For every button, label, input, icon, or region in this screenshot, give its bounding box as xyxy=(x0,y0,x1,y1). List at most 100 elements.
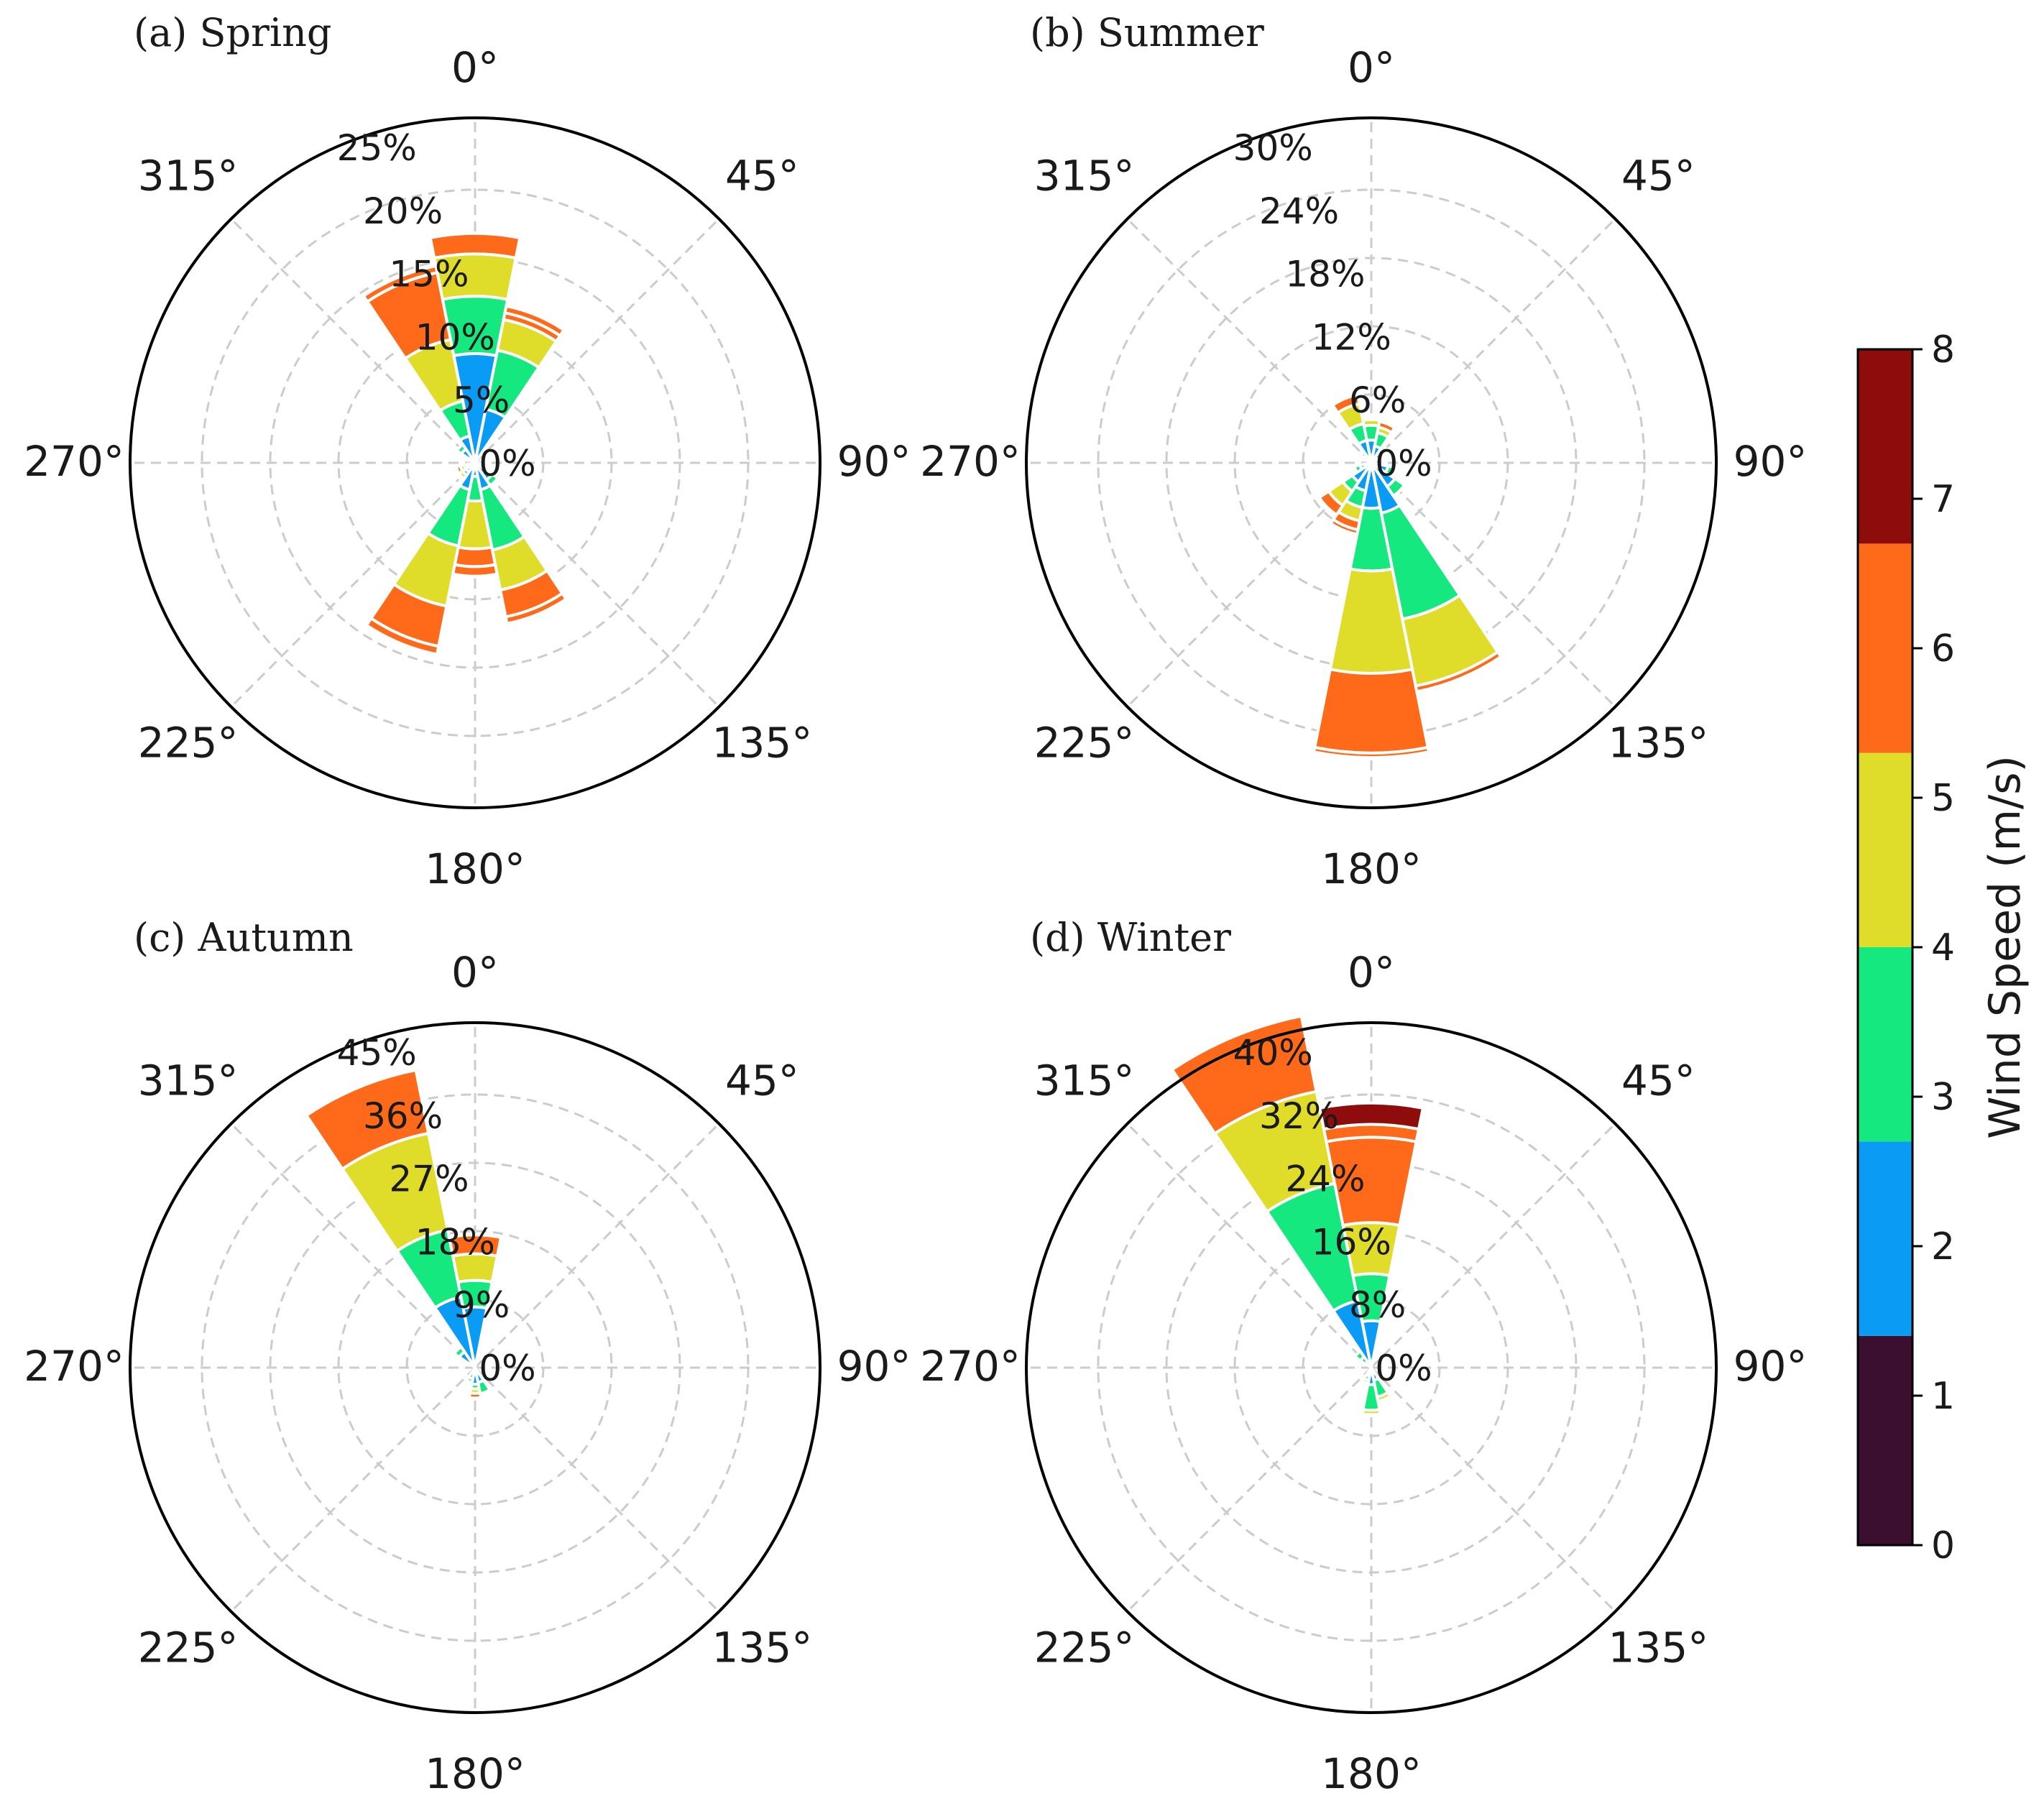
polar-frame xyxy=(129,1021,821,1714)
angle-label: 180° xyxy=(425,844,525,893)
angle-label: 315° xyxy=(1034,1056,1135,1105)
wind-wedge xyxy=(452,1345,467,1360)
wind-wedge xyxy=(1328,517,1360,536)
angle-label: 180° xyxy=(1321,844,1422,893)
wind-wedge xyxy=(1383,464,1396,478)
grid-spoke xyxy=(230,461,477,708)
radial-tick-label: 15% xyxy=(389,254,469,295)
angle-label: 225° xyxy=(1034,1623,1135,1672)
radial-tick-label: 0% xyxy=(479,443,535,484)
colorbar-segment xyxy=(1858,1141,1912,1336)
colorbar-segment xyxy=(1858,947,1912,1142)
angle-label: 225° xyxy=(138,718,239,767)
wind-wedge xyxy=(503,304,566,338)
panel-title: (a) Spring xyxy=(134,10,331,55)
wind-wedge xyxy=(364,616,441,656)
grid-spoke xyxy=(474,218,720,464)
wind-wedge xyxy=(1312,745,1431,760)
radial-tick-label: 36% xyxy=(363,1095,443,1137)
panel-title: (b) Summer xyxy=(1030,10,1264,55)
colorbar-tick-label: 2 xyxy=(1931,1225,1955,1268)
panel-title: (d) Winter xyxy=(1030,915,1231,960)
radial-tick-label: 10% xyxy=(415,316,495,358)
radial-tick-label: 6% xyxy=(1349,379,1406,421)
wind-wedge xyxy=(1360,1376,1371,1386)
angle-label: 270° xyxy=(24,437,124,486)
radial-tick-label: 16% xyxy=(1312,1221,1391,1263)
colorbar-tick-label: 7 xyxy=(1931,478,1955,521)
radial-tick-label: 20% xyxy=(363,190,443,232)
radial-tick-label: 9% xyxy=(453,1284,510,1326)
angle-label: 90° xyxy=(837,437,911,486)
wind-wedge xyxy=(1375,1390,1393,1403)
angle-label: 135° xyxy=(1608,718,1709,767)
wind-wedge xyxy=(1376,420,1397,435)
colorbar-segment xyxy=(1858,1335,1912,1545)
grid-spoke xyxy=(1370,218,1616,464)
wind-wedge xyxy=(464,1375,475,1385)
angle-label: 315° xyxy=(138,152,239,201)
radial-tick-label: 12% xyxy=(1312,316,1391,358)
angle-label: 270° xyxy=(24,1342,124,1391)
wind-wedge xyxy=(1330,392,1361,415)
angle-label: 45° xyxy=(1621,152,1695,201)
colorbar-tick-label: 3 xyxy=(1931,1076,1955,1119)
angle-label: 315° xyxy=(1034,152,1135,201)
radial-tick-label: 8% xyxy=(1349,1284,1406,1326)
wind-wedge xyxy=(362,264,439,304)
wind-wedge xyxy=(484,472,500,488)
wind-wedge xyxy=(454,464,465,476)
grid-spoke xyxy=(230,1366,477,1613)
radial-tick-label: 18% xyxy=(415,1221,495,1263)
wind-wedge xyxy=(1312,667,1430,755)
wind-wedge xyxy=(1378,443,1391,456)
radial-tick-label: 0% xyxy=(1375,443,1432,484)
colorbar: 0 1 2 3 4 5 6 7 8 Wind Speed (m/s) xyxy=(1856,328,2030,1567)
angle-label: 135° xyxy=(712,1623,813,1672)
angle-label: 135° xyxy=(712,718,813,767)
panel-title: (c) Autumn xyxy=(134,915,354,960)
wind-wedge xyxy=(1317,489,1345,517)
polar-frame xyxy=(1025,116,1718,809)
angle-label: 225° xyxy=(138,1623,239,1672)
wind-wedge xyxy=(1385,476,1407,498)
wind-wedge xyxy=(504,591,568,625)
radial-tick-label: 24% xyxy=(1285,1159,1365,1200)
grid-spoke xyxy=(1370,1123,1616,1369)
angle-label: 90° xyxy=(1734,437,1808,486)
angle-label: 0° xyxy=(451,948,499,997)
wind-wedge xyxy=(1170,1014,1318,1136)
grid-spoke xyxy=(474,461,720,708)
polar-frame xyxy=(1025,1021,1718,1714)
wind-wedge xyxy=(1353,1349,1366,1363)
wind-rose-panel-3: 0% 8% 16% 24% 32% 40% 0° 45° 90° 135° 180° 225° 270°… xyxy=(920,915,1807,1798)
radial-tick-label: 30% xyxy=(1233,127,1313,169)
colorbar-tick-label: 8 xyxy=(1931,328,1955,372)
angle-label: 135° xyxy=(1608,1623,1709,1672)
radial-tick-label: 0% xyxy=(1375,1348,1432,1389)
radial-tick-label: 24% xyxy=(1259,190,1339,232)
grid-spoke xyxy=(474,1123,720,1369)
colorbar-label: Wind Speed (m/s) xyxy=(1980,755,2030,1139)
angle-label: 0° xyxy=(451,43,499,92)
grid-spoke xyxy=(230,218,477,464)
angle-label: 225° xyxy=(1034,718,1135,767)
angle-label: 0° xyxy=(1348,43,1395,92)
grid-spoke xyxy=(230,1123,477,1369)
wind-wedge xyxy=(447,1233,503,1258)
colorbar-segment xyxy=(1858,543,1912,753)
wind-wedge xyxy=(1317,1101,1425,1131)
radial-tick-label: 0% xyxy=(479,1348,535,1389)
angle-label: 45° xyxy=(725,1056,799,1105)
angle-label: 315° xyxy=(138,1056,239,1105)
angle-label: 45° xyxy=(725,152,799,201)
grid-spoke xyxy=(1126,1123,1373,1369)
wind-rose-panel-0: 0% 5% 10% 15% 20% 25% 0° 45° 90° 135° 180° 225° 270°… xyxy=(24,10,911,893)
colorbar-tick-label: 6 xyxy=(1931,627,1955,671)
radial-tick-label: 18% xyxy=(1285,254,1365,295)
colorbar-tick-label: 1 xyxy=(1931,1375,1955,1418)
colorbar-segment xyxy=(1858,752,1912,947)
radial-tick-label: 27% xyxy=(389,1159,469,1200)
wind-wedge xyxy=(1414,650,1504,694)
angle-label: 270° xyxy=(920,1342,1021,1391)
